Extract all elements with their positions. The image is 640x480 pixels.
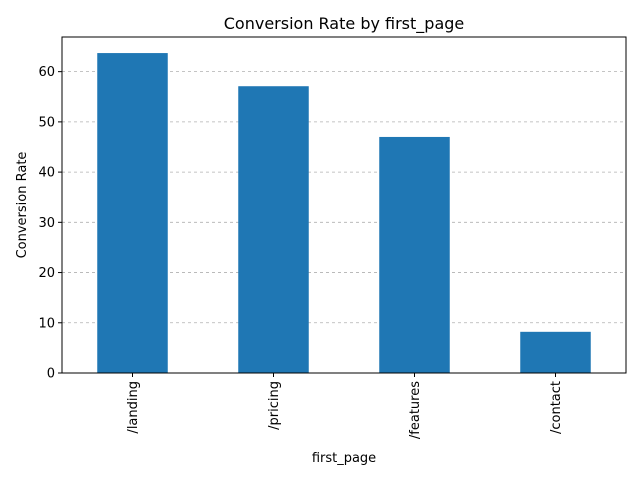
plot-frame (61, 36, 627, 374)
y-axis-ticks: 0 10 20 30 40 50 60 (38, 65, 62, 382)
y-tick-label: 10 (38, 316, 55, 331)
x-tick-label: /landing (126, 381, 141, 434)
y-axis-label: Conversion Rate (15, 152, 30, 259)
y-tick-label: 20 (38, 266, 55, 281)
bars (97, 53, 591, 374)
y-tick-label: 50 (38, 115, 55, 130)
bar-features (379, 136, 450, 373)
x-axis-ticks: /landing/pricing/features/contact (126, 373, 564, 439)
y-tick-label: 0 (47, 367, 55, 382)
bar-landing (97, 53, 168, 374)
y-tick-label: 40 (38, 166, 55, 181)
gridlines (62, 71, 626, 374)
chart-title: Conversion Rate by first_page (224, 14, 465, 34)
y-tick-label: 60 (38, 65, 55, 80)
x-tick-label: /contact (549, 381, 564, 434)
x-tick-label: /features (408, 381, 423, 439)
bar-contact (520, 331, 591, 373)
x-axis-label: first_page (312, 451, 376, 466)
bar-pricing (238, 86, 309, 374)
x-tick-label: /pricing (267, 381, 282, 430)
y-tick-label: 30 (38, 216, 55, 231)
